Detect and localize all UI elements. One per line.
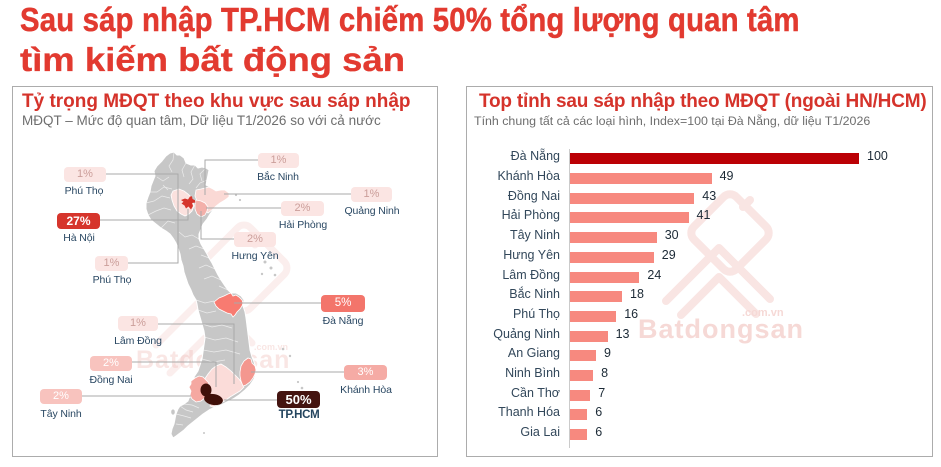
svg-text:.com.vn: .com.vn [254,342,288,352]
svg-text:Batdongsan: Batdongsan [638,314,804,344]
svg-text:.com.vn: .com.vn [742,307,784,319]
